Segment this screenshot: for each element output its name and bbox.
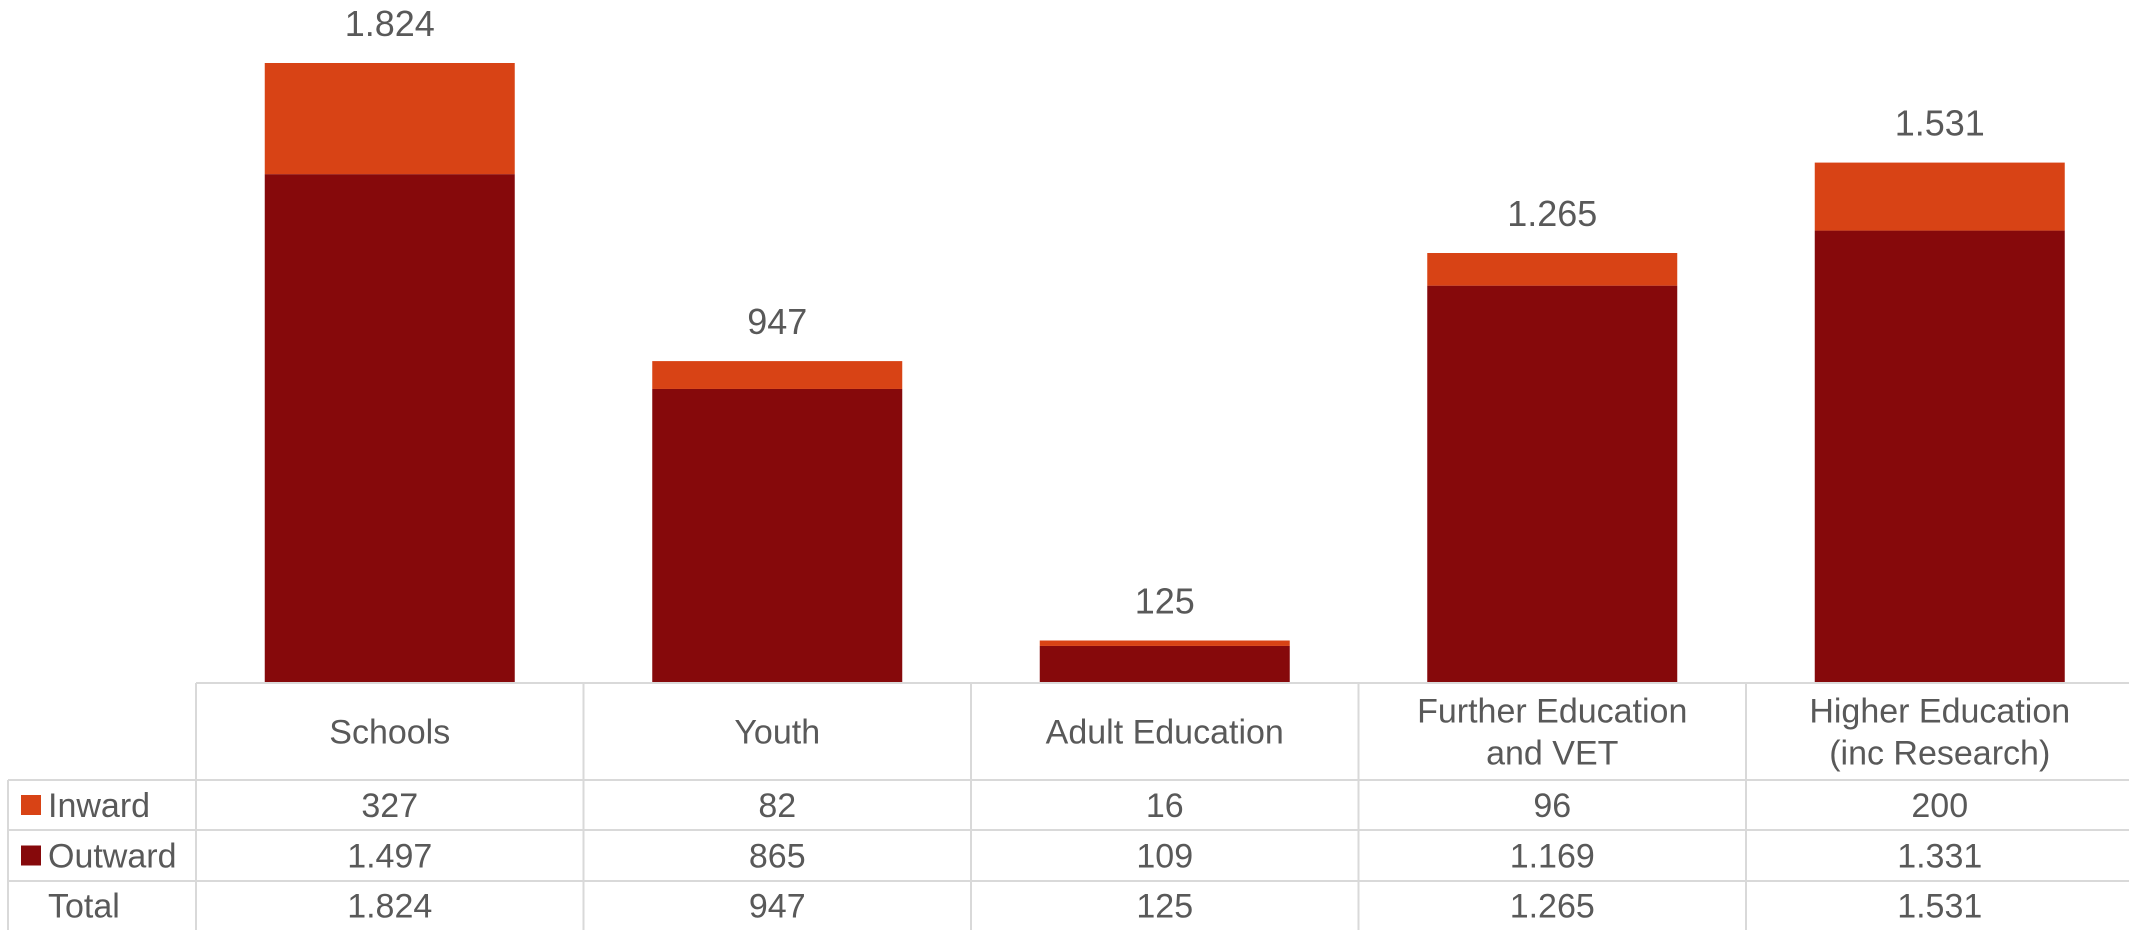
table-cell-inward-5: 200: [1911, 787, 1968, 825]
table-cell-outward-2: 865: [749, 838, 806, 876]
total-data-label-2: 947: [747, 301, 807, 342]
legend-label-total: Total: [48, 888, 120, 926]
bar-outward-4: [1427, 285, 1678, 683]
category-label-5: Higher Education (inc Research): [1809, 693, 2070, 773]
category-label-4: Further Education and VET: [1417, 693, 1687, 773]
bar-outward-1: [264, 174, 515, 684]
category-label-line: Schools: [329, 714, 450, 752]
table-cell-total-3: 125: [1136, 888, 1193, 926]
table-cell-inward-3: 16: [1146, 787, 1184, 825]
table-cell-total-1: 1.824: [347, 888, 432, 926]
bar-inward-4: [1427, 253, 1678, 286]
category-label-2: Youth: [734, 714, 820, 752]
table-cell-outward-5: 1.331: [1897, 838, 1982, 876]
category-label-line: Youth: [734, 714, 820, 752]
category-label-line: Further Education: [1417, 693, 1687, 731]
legend-label-outward: Outward: [48, 838, 177, 876]
bar-inward-3: [1039, 640, 1290, 646]
legend-swatch-outward: [21, 845, 41, 866]
table-cell-inward-4: 96: [1533, 787, 1571, 825]
bar-inward-5: [1814, 162, 2065, 231]
table-cell-total-4: 1.265: [1510, 888, 1595, 926]
table-cell-inward-2: 82: [758, 787, 796, 825]
category-label-line: (inc Research): [1829, 735, 2050, 773]
total-data-label-4: 1.265: [1507, 193, 1597, 234]
table-cell-outward-4: 1.169: [1510, 838, 1595, 876]
category-label-3: Adult Education: [1046, 714, 1284, 752]
legend-label-inward: Inward: [48, 787, 150, 825]
total-data-label-5: 1.531: [1895, 103, 1985, 144]
table-cell-total-5: 1.531: [1897, 888, 1982, 926]
table-cell-total-2: 947: [749, 888, 806, 926]
table-cell-outward-1: 1.497: [347, 838, 432, 876]
bar-inward-2: [652, 361, 903, 389]
bar-inward-1: [264, 63, 515, 175]
bar-outward-3: [1039, 645, 1290, 683]
table-cell-outward-3: 109: [1136, 838, 1193, 876]
bar-outward-2: [652, 388, 903, 683]
table-cell-inward-1: 327: [361, 787, 418, 825]
total-data-label-1: 1.824: [345, 3, 435, 44]
total-data-label-3: 125: [1135, 581, 1195, 622]
category-label-line: Adult Education: [1046, 714, 1284, 752]
bar-outward-5: [1814, 230, 2065, 683]
category-label-line: and VET: [1486, 735, 1618, 773]
category-label-line: Higher Education: [1809, 693, 2070, 731]
category-label-1: Schools: [329, 714, 450, 752]
legend-swatch-inward: [21, 795, 41, 815]
